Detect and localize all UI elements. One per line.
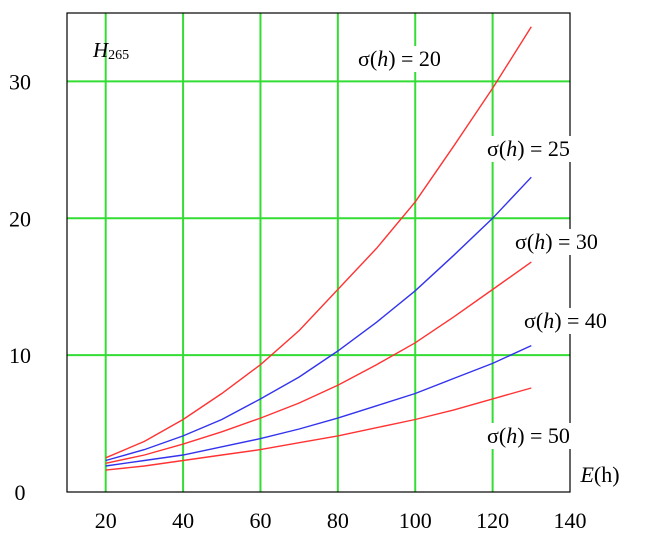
y-tick-label-10: 10 bbox=[9, 343, 31, 368]
grid bbox=[67, 13, 570, 492]
y-tick-label-30: 30 bbox=[9, 69, 31, 94]
series-line-1 bbox=[105, 26, 532, 459]
chart-title: H265 bbox=[92, 38, 129, 63]
x-tick-label-40: 40 bbox=[172, 508, 194, 533]
series-label-3: σ(h) = 30 bbox=[515, 229, 598, 254]
y-tick-label-0: 0 bbox=[15, 480, 26, 505]
x-axis-label: E(h) bbox=[579, 462, 619, 487]
x-tick-label-100: 100 bbox=[399, 508, 432, 533]
series-label-5: σ(h) = 50 bbox=[487, 423, 570, 448]
y-tick-label-20: 20 bbox=[9, 206, 31, 231]
series-label-bg-3 bbox=[511, 229, 615, 255]
series-labels: σ(h) = 20 σ(h) = 25 σ(h) = 30 σ(h) = 40 σ(h)… bbox=[354, 46, 624, 449]
x-tick-label-140: 140 bbox=[554, 508, 587, 533]
series-label-bg-5 bbox=[483, 423, 587, 449]
series-label-4: σ(h) = 40 bbox=[524, 308, 607, 333]
series-line-3 bbox=[105, 261, 532, 464]
series-label-2: σ(h) = 25 bbox=[487, 136, 570, 161]
series-line-5 bbox=[105, 387, 532, 471]
series-label-bg-1 bbox=[354, 46, 458, 72]
x-tick-label-120: 120 bbox=[476, 508, 509, 533]
tick-labels: 20 40 60 80 100 120 140 0 10 20 30 bbox=[9, 69, 587, 533]
series-lines bbox=[105, 26, 532, 471]
x-tick-label-80: 80 bbox=[327, 508, 349, 533]
x-tick-label-20: 20 bbox=[95, 508, 117, 533]
series-line-4 bbox=[105, 344, 532, 467]
series-line-2 bbox=[105, 176, 532, 462]
series-label-bg-4 bbox=[520, 308, 624, 334]
series-label-bg-2 bbox=[483, 136, 587, 162]
x-tick-label-60: 60 bbox=[249, 508, 271, 533]
series-label-1: σ(h) = 20 bbox=[358, 46, 441, 71]
